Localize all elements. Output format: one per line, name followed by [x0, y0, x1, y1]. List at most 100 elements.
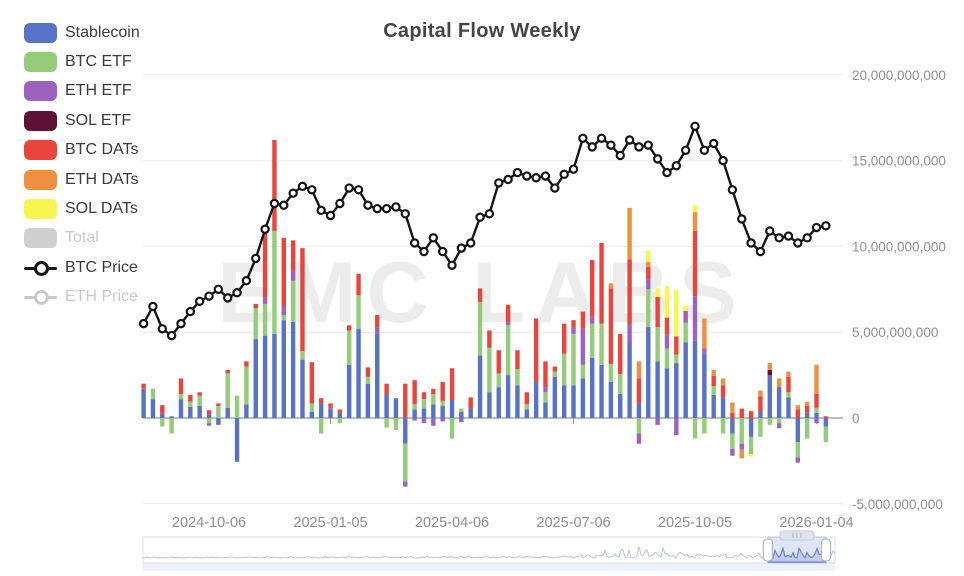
btc-price-point[interactable]: [615, 150, 625, 161]
btc-price-point[interactable]: [447, 260, 457, 270]
btc-price-point[interactable]: [550, 183, 560, 193]
btc-price-point[interactable]: [727, 185, 738, 195]
btc-price-point[interactable]: [400, 209, 410, 219]
bar-segment[interactable]: [758, 396, 763, 412]
btc-price-point[interactable]: [185, 306, 196, 317]
bar-segment[interactable]: [814, 407, 819, 413]
bar-segment[interactable]: [524, 409, 529, 418]
bar-segment[interactable]: [365, 367, 371, 377]
bar-segment[interactable]: [309, 362, 315, 404]
bar-segment[interactable]: [767, 375, 772, 418]
bar-segment[interactable]: [533, 318, 539, 382]
bar-segment[interactable]: [431, 404, 436, 418]
bar-segment[interactable]: [505, 375, 511, 418]
bar-segment[interactable]: [776, 423, 782, 429]
btc-price-point[interactable]: [204, 291, 214, 301]
btc-price-point[interactable]: [765, 226, 775, 236]
bar-segment[interactable]: [281, 306, 286, 316]
bar-segment[interactable]: [375, 327, 380, 334]
bar-segment[interactable]: [160, 418, 165, 427]
bar-segment[interactable]: [776, 387, 782, 418]
bar-segment[interactable]: [711, 394, 716, 418]
bar-segment[interactable]: [347, 364, 352, 418]
bar-segment[interactable]: [664, 368, 670, 418]
bar-segment[interactable]: [487, 330, 492, 348]
btc-price-point[interactable]: [307, 185, 317, 195]
bar-segment[interactable]: [730, 402, 735, 413]
bar-segment[interactable]: [206, 418, 212, 424]
btc-price-point[interactable]: [718, 155, 728, 166]
btc-price-point[interactable]: [335, 198, 345, 209]
bar-segment[interactable]: [739, 449, 744, 459]
btc-price-point[interactable]: [475, 212, 485, 222]
bar-segment[interactable]: [533, 381, 539, 418]
bar-segment[interactable]: [683, 310, 688, 323]
bar-segment[interactable]: [347, 325, 352, 331]
btc-price-point[interactable]: [260, 224, 270, 234]
bar-segment[interactable]: [804, 412, 810, 418]
bar-segment[interactable]: [543, 392, 548, 403]
bar-segment[interactable]: [412, 418, 417, 421]
bar-segment[interactable]: [758, 411, 763, 418]
bar-segment[interactable]: [646, 327, 651, 418]
btc-price-point[interactable]: [746, 238, 756, 248]
bar-segment[interactable]: [216, 403, 221, 406]
bar-segment[interactable]: [412, 404, 417, 410]
bar-segment[interactable]: [580, 378, 586, 418]
bar-segment[interactable]: [188, 394, 193, 402]
bar-segment[interactable]: [216, 405, 221, 418]
bar-segment[interactable]: [814, 364, 819, 394]
bar-segment[interactable]: [459, 418, 464, 423]
btc-price-point[interactable]: [596, 133, 607, 143]
bar-segment[interactable]: [571, 320, 576, 328]
bar-segment[interactable]: [590, 260, 595, 317]
bar-segment[interactable]: [795, 457, 801, 463]
bar-segment[interactable]: [234, 418, 240, 462]
bar-segment[interactable]: [206, 414, 212, 418]
bar-segment[interactable]: [664, 285, 670, 318]
bar-segment[interactable]: [823, 418, 829, 427]
bar-segment[interactable]: [421, 399, 427, 409]
bar-segment[interactable]: [459, 411, 464, 418]
bar-segment[interactable]: [795, 409, 801, 418]
bar-segment[interactable]: [216, 418, 221, 425]
btc-price-point[interactable]: [213, 284, 224, 294]
bar-segment[interactable]: [337, 409, 343, 413]
bar-segment[interactable]: [730, 412, 735, 418]
bar-segment[interactable]: [421, 408, 427, 418]
bar-segment[interactable]: [655, 361, 660, 418]
bar-segment[interactable]: [318, 403, 324, 418]
btc-price-point[interactable]: [522, 171, 532, 181]
bar-segment[interactable]: [487, 347, 492, 393]
btc-price-point[interactable]: [755, 246, 766, 257]
bar-segment[interactable]: [702, 318, 707, 349]
bar-segment[interactable]: [552, 366, 558, 372]
bar-segment[interactable]: [627, 324, 632, 343]
bar-segment[interactable]: [290, 270, 296, 281]
bar-segment[interactable]: [618, 393, 623, 418]
btc-price-point[interactable]: [288, 188, 298, 198]
bar-segment[interactable]: [337, 418, 343, 424]
bar-segment[interactable]: [150, 399, 156, 418]
btc-price-point[interactable]: [494, 178, 504, 188]
bar-segment[interactable]: [449, 368, 455, 400]
bar-segment[interactable]: [580, 311, 586, 329]
bars-eth-dats[interactable]: [608, 207, 819, 459]
bar-segment[interactable]: [561, 385, 567, 418]
bar-segment[interactable]: [646, 289, 651, 328]
bar-segment[interactable]: [197, 405, 202, 418]
bar-segment[interactable]: [720, 397, 726, 418]
bar-segment[interactable]: [300, 351, 305, 360]
bar-segment[interactable]: [748, 418, 754, 437]
bar-segment[interactable]: [814, 418, 819, 424]
bar-segment[interactable]: [739, 408, 744, 418]
btc-price-point[interactable]: [578, 133, 588, 143]
bar-segment[interactable]: [197, 392, 202, 396]
bar-segment[interactable]: [505, 321, 511, 326]
bar-segment[interactable]: [262, 297, 268, 304]
bar-segment[interactable]: [262, 335, 268, 418]
bar-segment[interactable]: [646, 266, 651, 280]
bar-segment[interactable]: [692, 340, 698, 418]
btc-price-point[interactable]: [540, 171, 551, 181]
bars-eth-etf[interactable]: [206, 270, 819, 487]
